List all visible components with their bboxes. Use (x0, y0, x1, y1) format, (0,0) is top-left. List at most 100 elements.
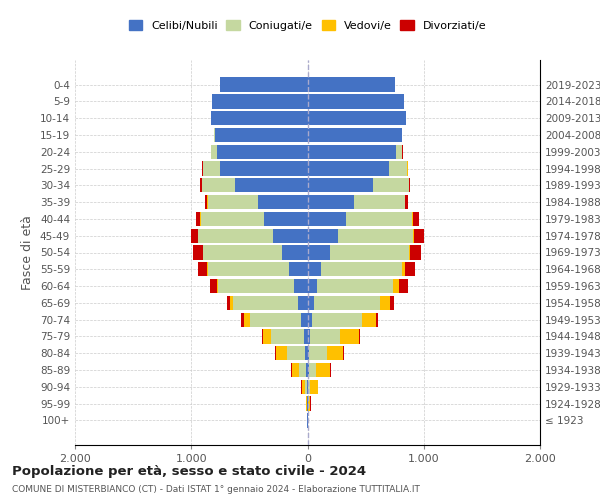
Bar (308, 78, 395, 92)
Bar (198, 228, 272, 243)
Bar (310, 380, 318, 394)
Bar (404, 262, 415, 276)
Legend: Celibi/Nubili, Coniugati/e, Vedovi/e, Divorziati/e: Celibi/Nubili, Coniugati/e, Vedovi/e, Di… (124, 16, 491, 35)
Bar (293, 279, 308, 293)
Bar (305, 346, 308, 360)
Bar (263, 330, 271, 344)
Bar (200, 212, 265, 226)
Bar (217, 144, 308, 159)
Bar (308, 380, 310, 394)
Bar (308, 195, 354, 210)
Bar (409, 246, 410, 260)
Y-axis label: Fasce di età: Fasce di età (22, 215, 34, 290)
Bar (212, 94, 308, 108)
Bar (298, 296, 308, 310)
Bar (302, 380, 305, 394)
Bar (289, 262, 308, 276)
Bar (316, 363, 330, 377)
Bar (211, 144, 217, 159)
Bar (203, 162, 220, 175)
Bar (314, 296, 380, 310)
Bar (191, 228, 198, 243)
Bar (200, 178, 202, 192)
Bar (389, 162, 407, 175)
Bar (257, 195, 308, 210)
Bar (308, 262, 322, 276)
Bar (338, 228, 413, 243)
Bar (307, 363, 308, 377)
Bar (193, 246, 203, 260)
Text: COMUNE DI MISTERBIANCO (CT) - Dati ISTAT 1° gennaio 2024 - Elaborazione TUTTITAL: COMUNE DI MISTERBIANCO (CT) - Dati ISTAT… (12, 485, 420, 494)
Bar (292, 363, 299, 377)
Bar (308, 228, 338, 243)
Bar (208, 195, 257, 210)
Bar (330, 363, 331, 377)
Bar (287, 346, 305, 360)
Bar (308, 144, 396, 159)
Bar (308, 279, 317, 293)
Bar (308, 111, 406, 126)
Bar (304, 330, 308, 344)
Bar (413, 228, 414, 243)
Bar (340, 330, 359, 344)
Bar (317, 279, 393, 293)
Bar (250, 312, 301, 327)
Bar (208, 262, 289, 276)
Bar (373, 178, 409, 192)
Bar (218, 279, 293, 293)
Bar (343, 346, 344, 360)
Bar (262, 330, 263, 344)
Bar (244, 312, 250, 327)
Bar (354, 195, 405, 210)
Bar (272, 228, 308, 243)
Bar (230, 296, 233, 310)
Bar (301, 312, 308, 327)
Bar (410, 246, 421, 260)
Bar (413, 212, 419, 226)
Bar (308, 128, 401, 142)
Bar (380, 296, 390, 310)
Bar (409, 178, 410, 192)
Bar (308, 162, 389, 175)
Bar (401, 262, 404, 276)
Bar (271, 330, 304, 344)
Bar (326, 346, 343, 360)
Bar (299, 363, 307, 377)
Bar (362, 312, 376, 327)
Bar (390, 296, 394, 310)
Bar (393, 279, 399, 293)
Bar (203, 246, 282, 260)
Bar (211, 111, 308, 126)
Bar (308, 296, 314, 310)
Bar (197, 262, 207, 276)
Bar (217, 279, 218, 293)
Bar (215, 128, 308, 142)
Bar (322, 262, 401, 276)
Bar (202, 178, 235, 192)
Bar (227, 296, 230, 310)
Bar (311, 312, 362, 327)
Bar (220, 78, 308, 92)
Bar (233, 296, 298, 310)
Text: Popolazione per età, sesso e stato civile - 2024: Popolazione per età, sesso e stato civil… (12, 465, 366, 478)
Bar (399, 279, 408, 293)
Bar (196, 212, 200, 226)
Bar (308, 330, 310, 344)
Bar (210, 279, 217, 293)
Bar (275, 346, 276, 360)
Bar (329, 246, 409, 260)
Bar (309, 346, 326, 360)
Bar (308, 312, 311, 327)
Bar (308, 212, 346, 226)
Bar (310, 330, 340, 344)
Bar (406, 195, 409, 210)
Bar (241, 312, 244, 327)
Bar (308, 346, 309, 360)
Bar (308, 94, 404, 108)
Bar (282, 246, 308, 260)
Bar (308, 363, 316, 377)
Bar (359, 330, 360, 344)
Bar (276, 346, 287, 360)
Bar (308, 396, 310, 410)
Bar (220, 162, 308, 175)
